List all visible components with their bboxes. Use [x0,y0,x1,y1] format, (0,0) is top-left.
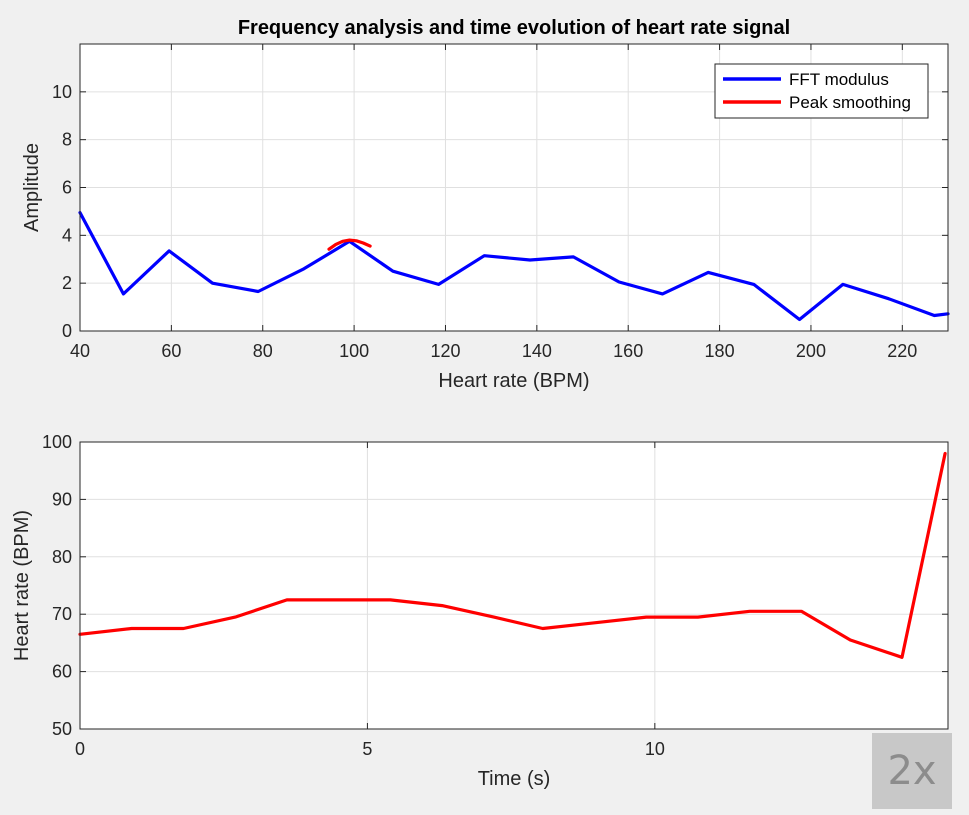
chart-title: Frequency analysis and time evolution of… [238,17,790,39]
legend-box [714,63,929,119]
y-tick-label: 70 [52,604,72,624]
bottom-axes: 0 5 10 50 60 70 80 90 100 Time (s) Heart rate (BPM… [11,432,949,790]
series-line-peak-smoothing [327,238,372,251]
x-axis-label: Time (s) [478,768,551,790]
x-tick-label: 60 [161,341,181,361]
x-tick-label: 220 [887,341,917,361]
x-axis-label: Heart rate (BPM) [438,370,589,392]
x-tick-label: 5 [362,739,372,759]
top-axes: 40 60 80 100 120 140 160 180 200 220 0 2 4 6 8 10 Heart … [21,17,950,392]
legend-entry: FFT modulus [789,70,889,89]
y-tick-label: 0 [62,321,72,341]
y-tick-label: 6 [62,178,72,198]
x-tick-label: 100 [339,341,369,361]
y-tick-label: 2 [62,273,72,293]
y-tick-label: 10 [52,82,72,102]
y-tick-label: 50 [52,719,72,739]
plot-area [80,442,948,729]
x-tick-label: 180 [705,341,735,361]
y-tick-label: 80 [52,547,72,567]
x-tick-label: 0 [75,739,85,759]
axes-frame [79,441,949,730]
x-tick-label: 80 [253,341,273,361]
y-tick-label: 4 [62,225,72,245]
x-tick-label: 200 [796,341,826,361]
x-tick-label: 120 [430,341,460,361]
x-tick-label: 10 [645,739,665,759]
y-tick-label: 90 [52,489,72,509]
x-tick-label: 160 [613,341,643,361]
x-tick-label: 40 [70,341,90,361]
playback-speed-badge[interactable]: 2x [872,733,952,809]
y-tick-label: 8 [62,130,72,150]
y-axis-label: Amplitude [21,143,43,232]
series-line [78,451,947,659]
x-tick-label: 140 [522,341,552,361]
series-line-fft-modulus [78,211,950,322]
legend-entry: Peak smoothing [789,93,911,112]
y-tick-label: 60 [52,662,72,682]
y-axis-label: Heart rate (BPM) [11,510,33,661]
y-tick-label: 100 [42,432,72,452]
